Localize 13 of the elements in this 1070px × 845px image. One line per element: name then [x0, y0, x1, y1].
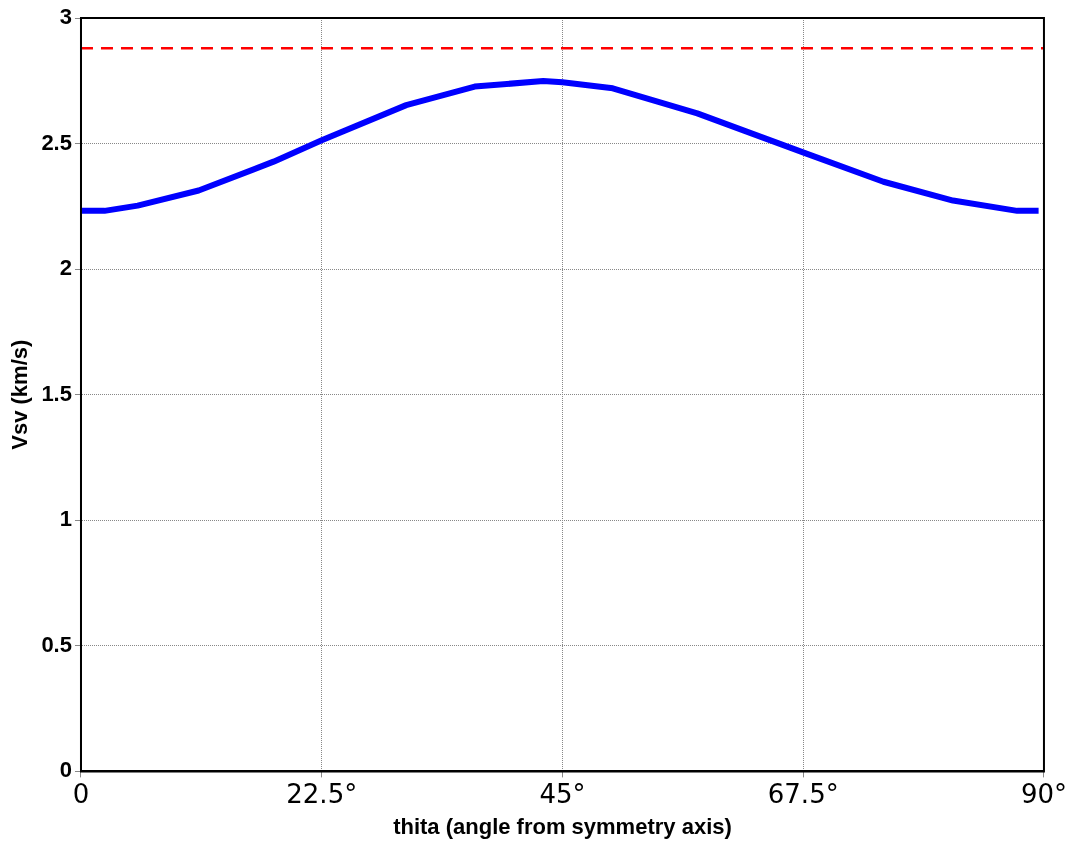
x-tick-label: 45° — [539, 778, 586, 809]
y-tick-label: 3 — [59, 4, 72, 30]
x-tick-label: 67.5° — [767, 778, 839, 809]
y-tick-label: 0.5 — [41, 631, 72, 657]
y-tick-label: 0 — [59, 757, 72, 783]
y-tick-label: 1.5 — [41, 380, 72, 406]
y-axis-title: Vsv (km/s) — [7, 339, 33, 450]
y-tick-label: 2 — [59, 255, 72, 281]
y-tick-label: 2.5 — [41, 129, 72, 155]
x-tick-label: 90° — [1020, 778, 1067, 809]
x-axis-title: thita (angle from symmetry axis) — [393, 813, 732, 839]
x-tick-label: 22.5° — [286, 778, 358, 809]
y-tick-label: 1 — [59, 506, 72, 532]
